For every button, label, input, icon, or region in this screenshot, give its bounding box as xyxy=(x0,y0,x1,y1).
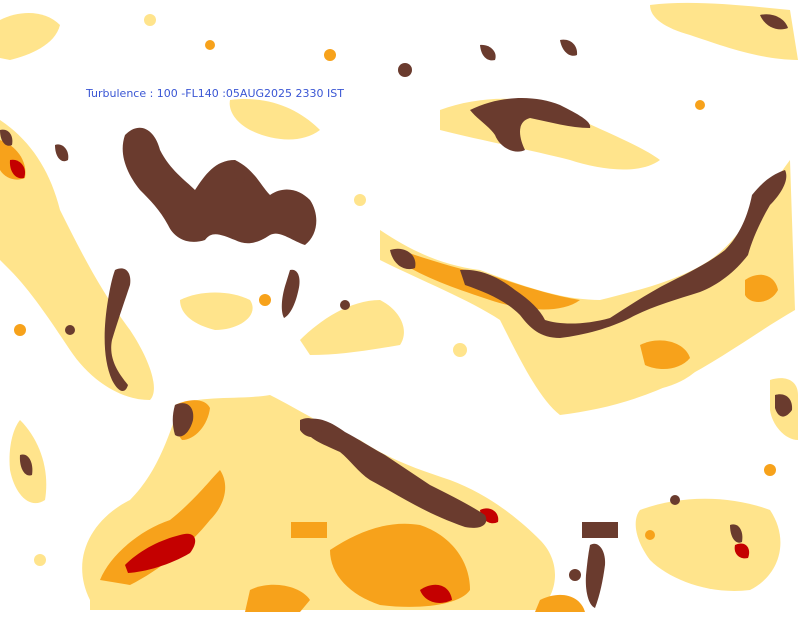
turbulence-severe-layer xyxy=(9,159,750,603)
turbulence-speckles xyxy=(14,14,776,581)
map-title: Turbulence : 100 -FL140 :05AUG2025 2330 … xyxy=(86,87,344,100)
turbulence-extreme-layer xyxy=(0,14,793,608)
legend-swatch-extreme xyxy=(582,522,618,538)
legend-swatch-moderate xyxy=(291,522,327,538)
